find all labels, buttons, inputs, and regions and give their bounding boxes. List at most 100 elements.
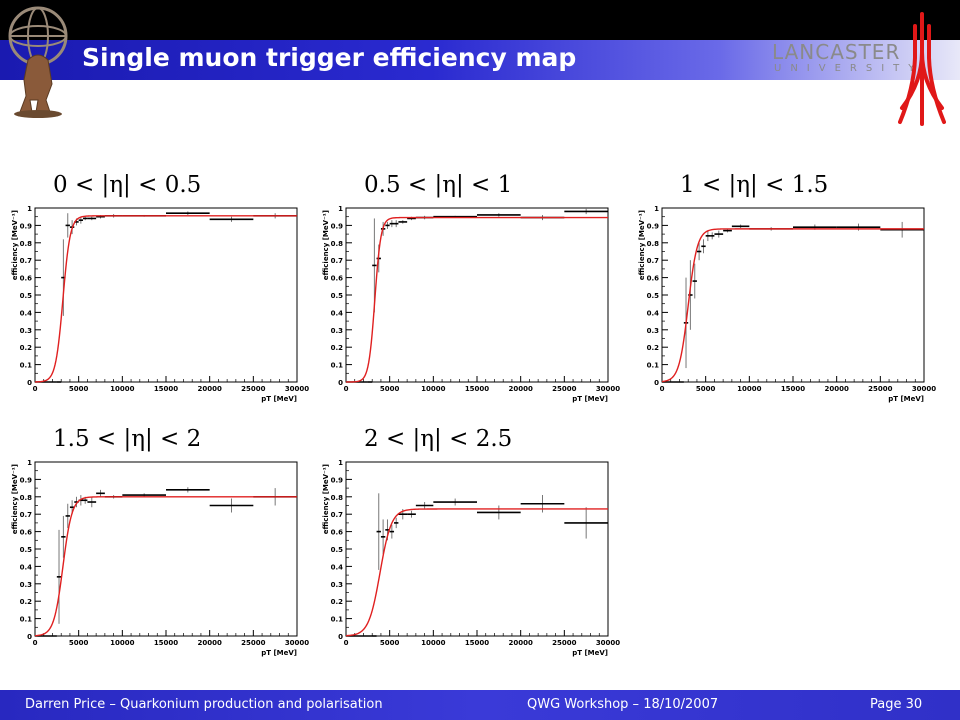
- x-tick-label: 25000: [241, 639, 265, 647]
- x-axis-label: pT [MeV]: [572, 395, 608, 403]
- data-point: [705, 230, 711, 242]
- y-tick-label: 0.7: [647, 257, 660, 265]
- y-tick-label: 0.5: [647, 292, 660, 300]
- y-tick-label: 0.2: [647, 344, 660, 352]
- data-point: [166, 211, 210, 215]
- y-tick-label: 0: [338, 379, 343, 387]
- efficiency-chart-3: 1 < |η| < 1.5 0 0.1 0.2 0.3 0.4 0.5 0.6 0.7 0.8 0.…: [638, 172, 936, 403]
- y-tick-label: 0.9: [647, 222, 660, 230]
- data-point: [87, 216, 97, 221]
- data-point: [166, 487, 210, 493]
- chart-title: 2 < |η| < 2.5: [364, 426, 512, 452]
- x-tick-label: 5000: [380, 385, 400, 393]
- x-tick-label: 20000: [508, 639, 532, 647]
- x-axis-label: pT [MeV]: [572, 649, 608, 657]
- y-tick-label: 1: [338, 205, 343, 213]
- y-tick-label: 0.7: [331, 257, 344, 265]
- y-tick-label: 0.6: [331, 275, 344, 283]
- university-subtitle: UNIVERSITY: [774, 63, 924, 74]
- efficiency-chart-4: 1.5 < |η| < 2 0 0.1 0.2 0.3 0.4 0.5 0.6 0.7 0.8 0.…: [11, 426, 309, 657]
- x-tick-label: 15000: [154, 385, 178, 393]
- data-point: [696, 242, 702, 261]
- efficiency-chart-2: 0.5 < |η| < 1 0 0.1 0.2 0.3 0.4 0.5 0.6 0.7 0.8 0.…: [322, 172, 620, 403]
- plot-frame: [34, 461, 298, 637]
- chart-title: 1.5 < |η| < 2: [53, 426, 201, 452]
- data-point: [477, 505, 521, 520]
- footer-author: Darren Price – Quarkonium production and…: [25, 697, 383, 712]
- y-tick-label: 0.4: [20, 563, 33, 571]
- fit-curve: [34, 215, 297, 383]
- footer-page-number: Page 30: [870, 697, 923, 712]
- y-tick-label: 0.3: [647, 327, 660, 335]
- x-tick-label: 25000: [868, 385, 892, 393]
- fit-curve: [661, 228, 924, 383]
- slide-title: Single muon trigger efficiency map: [82, 43, 577, 72]
- data-point: [564, 208, 608, 215]
- x-tick-label: 30000: [285, 639, 309, 647]
- data-point: [407, 510, 416, 518]
- y-tick-label: 0.7: [331, 511, 344, 519]
- data-point: [61, 515, 66, 558]
- data-point: [731, 224, 750, 229]
- y-tick-label: 0.4: [647, 309, 660, 317]
- x-tick-label: 0: [33, 385, 38, 393]
- y-axis-label: efficiency [MeV⁻¹]: [322, 210, 330, 280]
- x-tick-label: 30000: [912, 385, 936, 393]
- data-point: [398, 220, 408, 224]
- x-tick-label: 15000: [781, 385, 805, 393]
- x-axis-label: pT [MeV]: [261, 395, 297, 403]
- data-point: [385, 221, 390, 229]
- y-tick-label: 0.1: [331, 362, 344, 370]
- lancaster-logo-icon: [898, 12, 946, 126]
- y-tick-label: 0.2: [331, 344, 344, 352]
- data-point: [209, 498, 254, 513]
- y-tick-label: 0.1: [20, 616, 33, 624]
- plot-frame: [345, 461, 609, 637]
- y-tick-label: 0.3: [20, 581, 33, 589]
- y-tick-label: 0.6: [647, 275, 660, 283]
- y-tick-label: 1: [27, 459, 32, 467]
- y-tick-label: 0.2: [20, 344, 33, 352]
- data-point: [209, 216, 254, 222]
- data-point: [65, 213, 70, 238]
- data-point: [380, 519, 386, 555]
- y-tick-label: 0.3: [331, 581, 344, 589]
- data-point: [394, 220, 399, 228]
- data-point: [714, 230, 724, 238]
- y-tick-label: 0.4: [331, 563, 344, 571]
- data-point: [87, 496, 97, 508]
- y-tick-label: 0.6: [20, 529, 33, 537]
- y-tick-label: 0.8: [20, 494, 33, 502]
- x-tick-label: 10000: [737, 385, 761, 393]
- y-tick-label: 0.8: [20, 240, 33, 248]
- x-tick-label: 10000: [421, 385, 445, 393]
- y-tick-label: 0: [654, 379, 659, 387]
- y-tick-label: 1: [27, 205, 32, 213]
- chart-title: 1 < |η| < 1.5: [680, 172, 828, 198]
- data-point: [394, 517, 399, 529]
- x-tick-label: 5000: [69, 639, 89, 647]
- x-tick-label: 20000: [197, 385, 221, 393]
- data-point: [880, 221, 924, 238]
- x-tick-label: 15000: [154, 639, 178, 647]
- y-axis-label: efficiency [MeV⁻¹]: [11, 464, 19, 534]
- fit-curve: [345, 216, 608, 383]
- x-tick-label: 25000: [552, 385, 576, 393]
- data-point: [389, 220, 395, 228]
- y-tick-label: 0.4: [20, 309, 33, 317]
- x-tick-label: 0: [33, 639, 38, 647]
- y-tick-label: 0.9: [331, 222, 344, 230]
- x-tick-label: 30000: [596, 385, 620, 393]
- y-tick-label: 0.7: [20, 257, 33, 265]
- y-tick-label: 0.2: [20, 598, 33, 606]
- data-point: [56, 529, 62, 624]
- y-tick-label: 1: [654, 205, 659, 213]
- y-tick-label: 0: [27, 379, 32, 387]
- y-tick-label: 0.1: [647, 362, 660, 370]
- y-tick-label: 0: [27, 633, 32, 641]
- data-point: [433, 498, 477, 506]
- x-tick-label: 20000: [197, 639, 221, 647]
- atlas-logo: [8, 6, 68, 118]
- x-tick-label: 15000: [465, 385, 489, 393]
- title-bar: [0, 40, 960, 80]
